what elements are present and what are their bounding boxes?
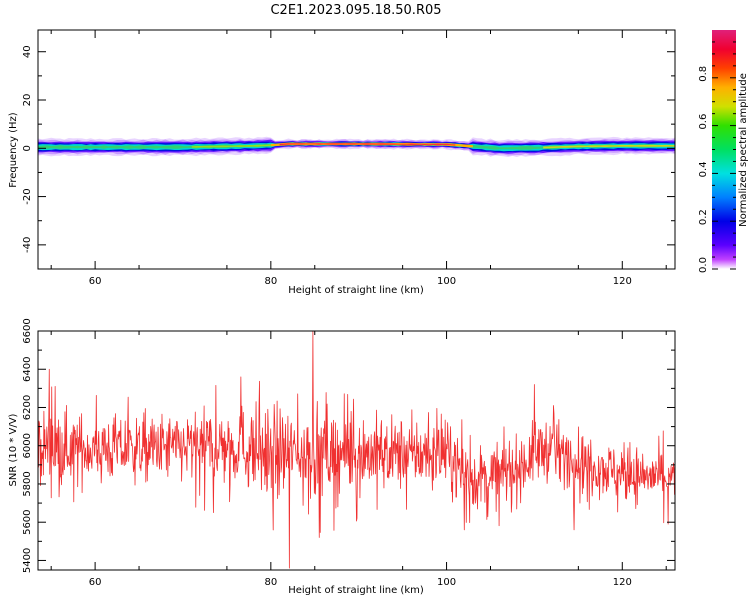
spectrogram-x-tick-label: 100 bbox=[437, 276, 456, 287]
spectrogram-x-tick-label: 60 bbox=[89, 276, 102, 287]
band-core-red bbox=[279, 143, 456, 146]
spectrogram-y-tick-label: -40 bbox=[22, 237, 33, 253]
snr-y-tick-label: 5800 bbox=[22, 471, 33, 496]
colorbar-bar bbox=[712, 30, 736, 269]
snr-y-tick-label: 5400 bbox=[22, 548, 33, 573]
snr-y-tick-label: 6000 bbox=[22, 433, 33, 458]
spectrogram-x-tick-label: 80 bbox=[264, 276, 277, 287]
colorbar-ticks: 0.0 0.2 0.4 0.6 0.8 bbox=[698, 41, 736, 273]
colorbar-tick-label: 0.6 bbox=[698, 114, 709, 130]
spectrogram-panel: 60 80 100 120 -40 -20 0 20 40 Height of straight… bbox=[8, 29, 676, 296]
snr-x-tick-label: 120 bbox=[613, 577, 632, 588]
band-green bbox=[38, 142, 675, 150]
snr-y-tick-label: 6400 bbox=[22, 357, 33, 382]
spectrogram-ticks: 60 80 100 120 -40 -20 0 20 40 bbox=[22, 30, 675, 287]
snr-x-tick-label: 100 bbox=[437, 577, 456, 588]
colorbar-tick-label: 0.0 bbox=[698, 257, 709, 273]
band-core-yellowgreen bbox=[191, 144, 271, 148]
spectrogram-y-tick-label: -20 bbox=[22, 188, 33, 204]
colorbar: 0.0 0.2 0.4 0.6 0.8 Normalized spectral ampl… bbox=[698, 30, 749, 273]
spectrogram-plot-area bbox=[38, 136, 675, 157]
colorbar-tick-label: 0.8 bbox=[698, 66, 709, 82]
snr-ticks: 60 80 100 120 5400 5600 5800 6000 6200 6400 6600 bbox=[22, 318, 675, 588]
colorbar-label: Normalized spectral amplitude bbox=[738, 73, 749, 227]
snr-frame bbox=[37, 330, 676, 571]
snr-panel: 60 80 100 120 5400 5600 5800 6000 6200 6400 6600 H… bbox=[8, 318, 676, 596]
spectrogram-frame bbox=[37, 29, 676, 270]
figure-title: C2E1.2023.095.18.50.R05 bbox=[270, 3, 441, 18]
spectrogram-y-tick-label: 20 bbox=[22, 94, 33, 107]
colorbar-tick-label: 0.2 bbox=[698, 209, 709, 225]
spectrogram-y-tick-label: 0 bbox=[22, 145, 33, 151]
spectrogram-x-tick-label: 120 bbox=[613, 276, 632, 287]
snr-x-tick-label: 60 bbox=[89, 577, 102, 588]
snr-x-axis-label: Height of straight line (km) bbox=[288, 585, 424, 596]
snr-y-tick-label: 5600 bbox=[22, 509, 33, 534]
band-core-yellow bbox=[543, 144, 675, 149]
snr-plot-area bbox=[38, 331, 675, 569]
snr-x-tick-label: 80 bbox=[264, 577, 277, 588]
snr-y-axis-label: SNR (10 * V/V) bbox=[8, 413, 19, 486]
spectrogram-y-axis-label: Frequency (Hz) bbox=[8, 112, 19, 188]
colorbar-tick-label: 0.4 bbox=[698, 161, 709, 177]
snr-series-line bbox=[38, 331, 675, 569]
spectrogram-x-axis-label: Height of straight line (km) bbox=[288, 285, 424, 296]
spectrogram-y-tick-label: 40 bbox=[22, 45, 33, 58]
snr-y-tick-label: 6200 bbox=[22, 395, 33, 420]
snr-y-tick-label: 6600 bbox=[22, 318, 33, 343]
